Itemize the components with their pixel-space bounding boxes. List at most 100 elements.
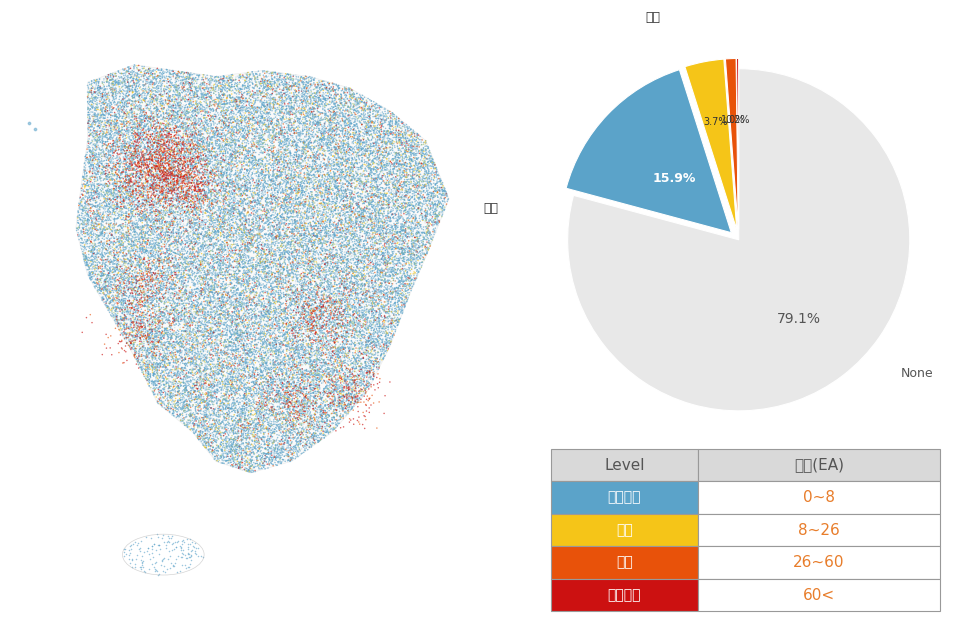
- Point: [285, 322, 300, 332]
- Point: [288, 215, 303, 225]
- Point: [297, 142, 313, 152]
- Point: [312, 331, 328, 341]
- Point: [216, 320, 231, 330]
- Point: [77, 217, 92, 227]
- Point: [294, 194, 309, 204]
- Point: [260, 144, 275, 154]
- Point: [308, 369, 324, 379]
- Point: [80, 80, 95, 90]
- Point: [307, 217, 323, 227]
- Point: [417, 227, 433, 237]
- Point: [359, 304, 374, 314]
- Point: [232, 382, 248, 392]
- Point: [76, 174, 91, 184]
- Point: [203, 387, 219, 397]
- Point: [247, 164, 262, 174]
- Point: [207, 262, 223, 273]
- Point: [352, 326, 367, 336]
- Point: [173, 374, 189, 384]
- Point: [172, 371, 188, 381]
- Point: [208, 287, 224, 297]
- Point: [280, 456, 295, 466]
- Point: [232, 209, 248, 220]
- Point: [341, 326, 357, 336]
- Point: [275, 280, 291, 290]
- Point: [172, 162, 188, 172]
- Point: [167, 406, 183, 416]
- Point: [338, 365, 354, 375]
- Point: [284, 375, 299, 385]
- Point: [250, 233, 265, 244]
- Point: [221, 247, 236, 257]
- Point: [159, 341, 175, 351]
- Point: [83, 129, 98, 139]
- Point: [328, 95, 343, 105]
- Point: [201, 382, 217, 392]
- Point: [382, 288, 398, 298]
- Point: [92, 173, 108, 183]
- Point: [295, 235, 311, 245]
- Point: [203, 403, 219, 413]
- Point: [269, 99, 285, 109]
- Point: [197, 189, 213, 199]
- Point: [180, 185, 195, 195]
- Point: [94, 273, 110, 283]
- Point: [338, 152, 354, 162]
- Point: [256, 263, 271, 273]
- Point: [174, 240, 190, 250]
- Point: [124, 324, 140, 334]
- Point: [192, 179, 208, 189]
- Point: [206, 361, 222, 371]
- Point: [242, 365, 258, 375]
- Point: [285, 391, 300, 401]
- Point: [210, 309, 226, 319]
- Point: [358, 182, 373, 192]
- Point: [383, 134, 399, 144]
- Point: [408, 247, 424, 257]
- Point: [303, 223, 319, 233]
- Point: [385, 267, 400, 277]
- Point: [310, 280, 326, 290]
- Point: [185, 111, 200, 121]
- Point: [87, 218, 103, 228]
- Point: [313, 213, 329, 223]
- Point: [175, 315, 191, 325]
- Point: [253, 366, 268, 376]
- Point: [334, 164, 350, 174]
- Point: [271, 422, 287, 432]
- Point: [163, 170, 179, 180]
- Point: [340, 262, 356, 273]
- Point: [241, 245, 257, 255]
- Point: [348, 273, 364, 283]
- Point: [148, 192, 163, 202]
- Point: [132, 315, 148, 325]
- Point: [288, 396, 303, 406]
- Point: [301, 420, 317, 430]
- Point: [401, 136, 417, 146]
- Point: [160, 216, 176, 227]
- Point: [372, 326, 388, 336]
- Point: [235, 285, 251, 295]
- Point: [196, 247, 212, 257]
- Point: [341, 86, 357, 96]
- Point: [189, 366, 204, 376]
- Point: [324, 205, 339, 215]
- Point: [226, 110, 241, 120]
- Point: [429, 163, 444, 173]
- Point: [365, 245, 381, 256]
- Point: [226, 182, 241, 192]
- Point: [395, 156, 410, 166]
- Point: [133, 254, 149, 264]
- Point: [216, 411, 231, 422]
- Point: [349, 314, 364, 324]
- Point: [393, 158, 408, 168]
- Point: [278, 90, 294, 100]
- Point: [265, 295, 281, 305]
- Point: [187, 416, 202, 427]
- Point: [428, 180, 443, 190]
- Point: [387, 119, 402, 129]
- Point: [177, 141, 192, 151]
- Point: [383, 227, 399, 237]
- Point: [117, 242, 132, 252]
- Point: [102, 133, 118, 143]
